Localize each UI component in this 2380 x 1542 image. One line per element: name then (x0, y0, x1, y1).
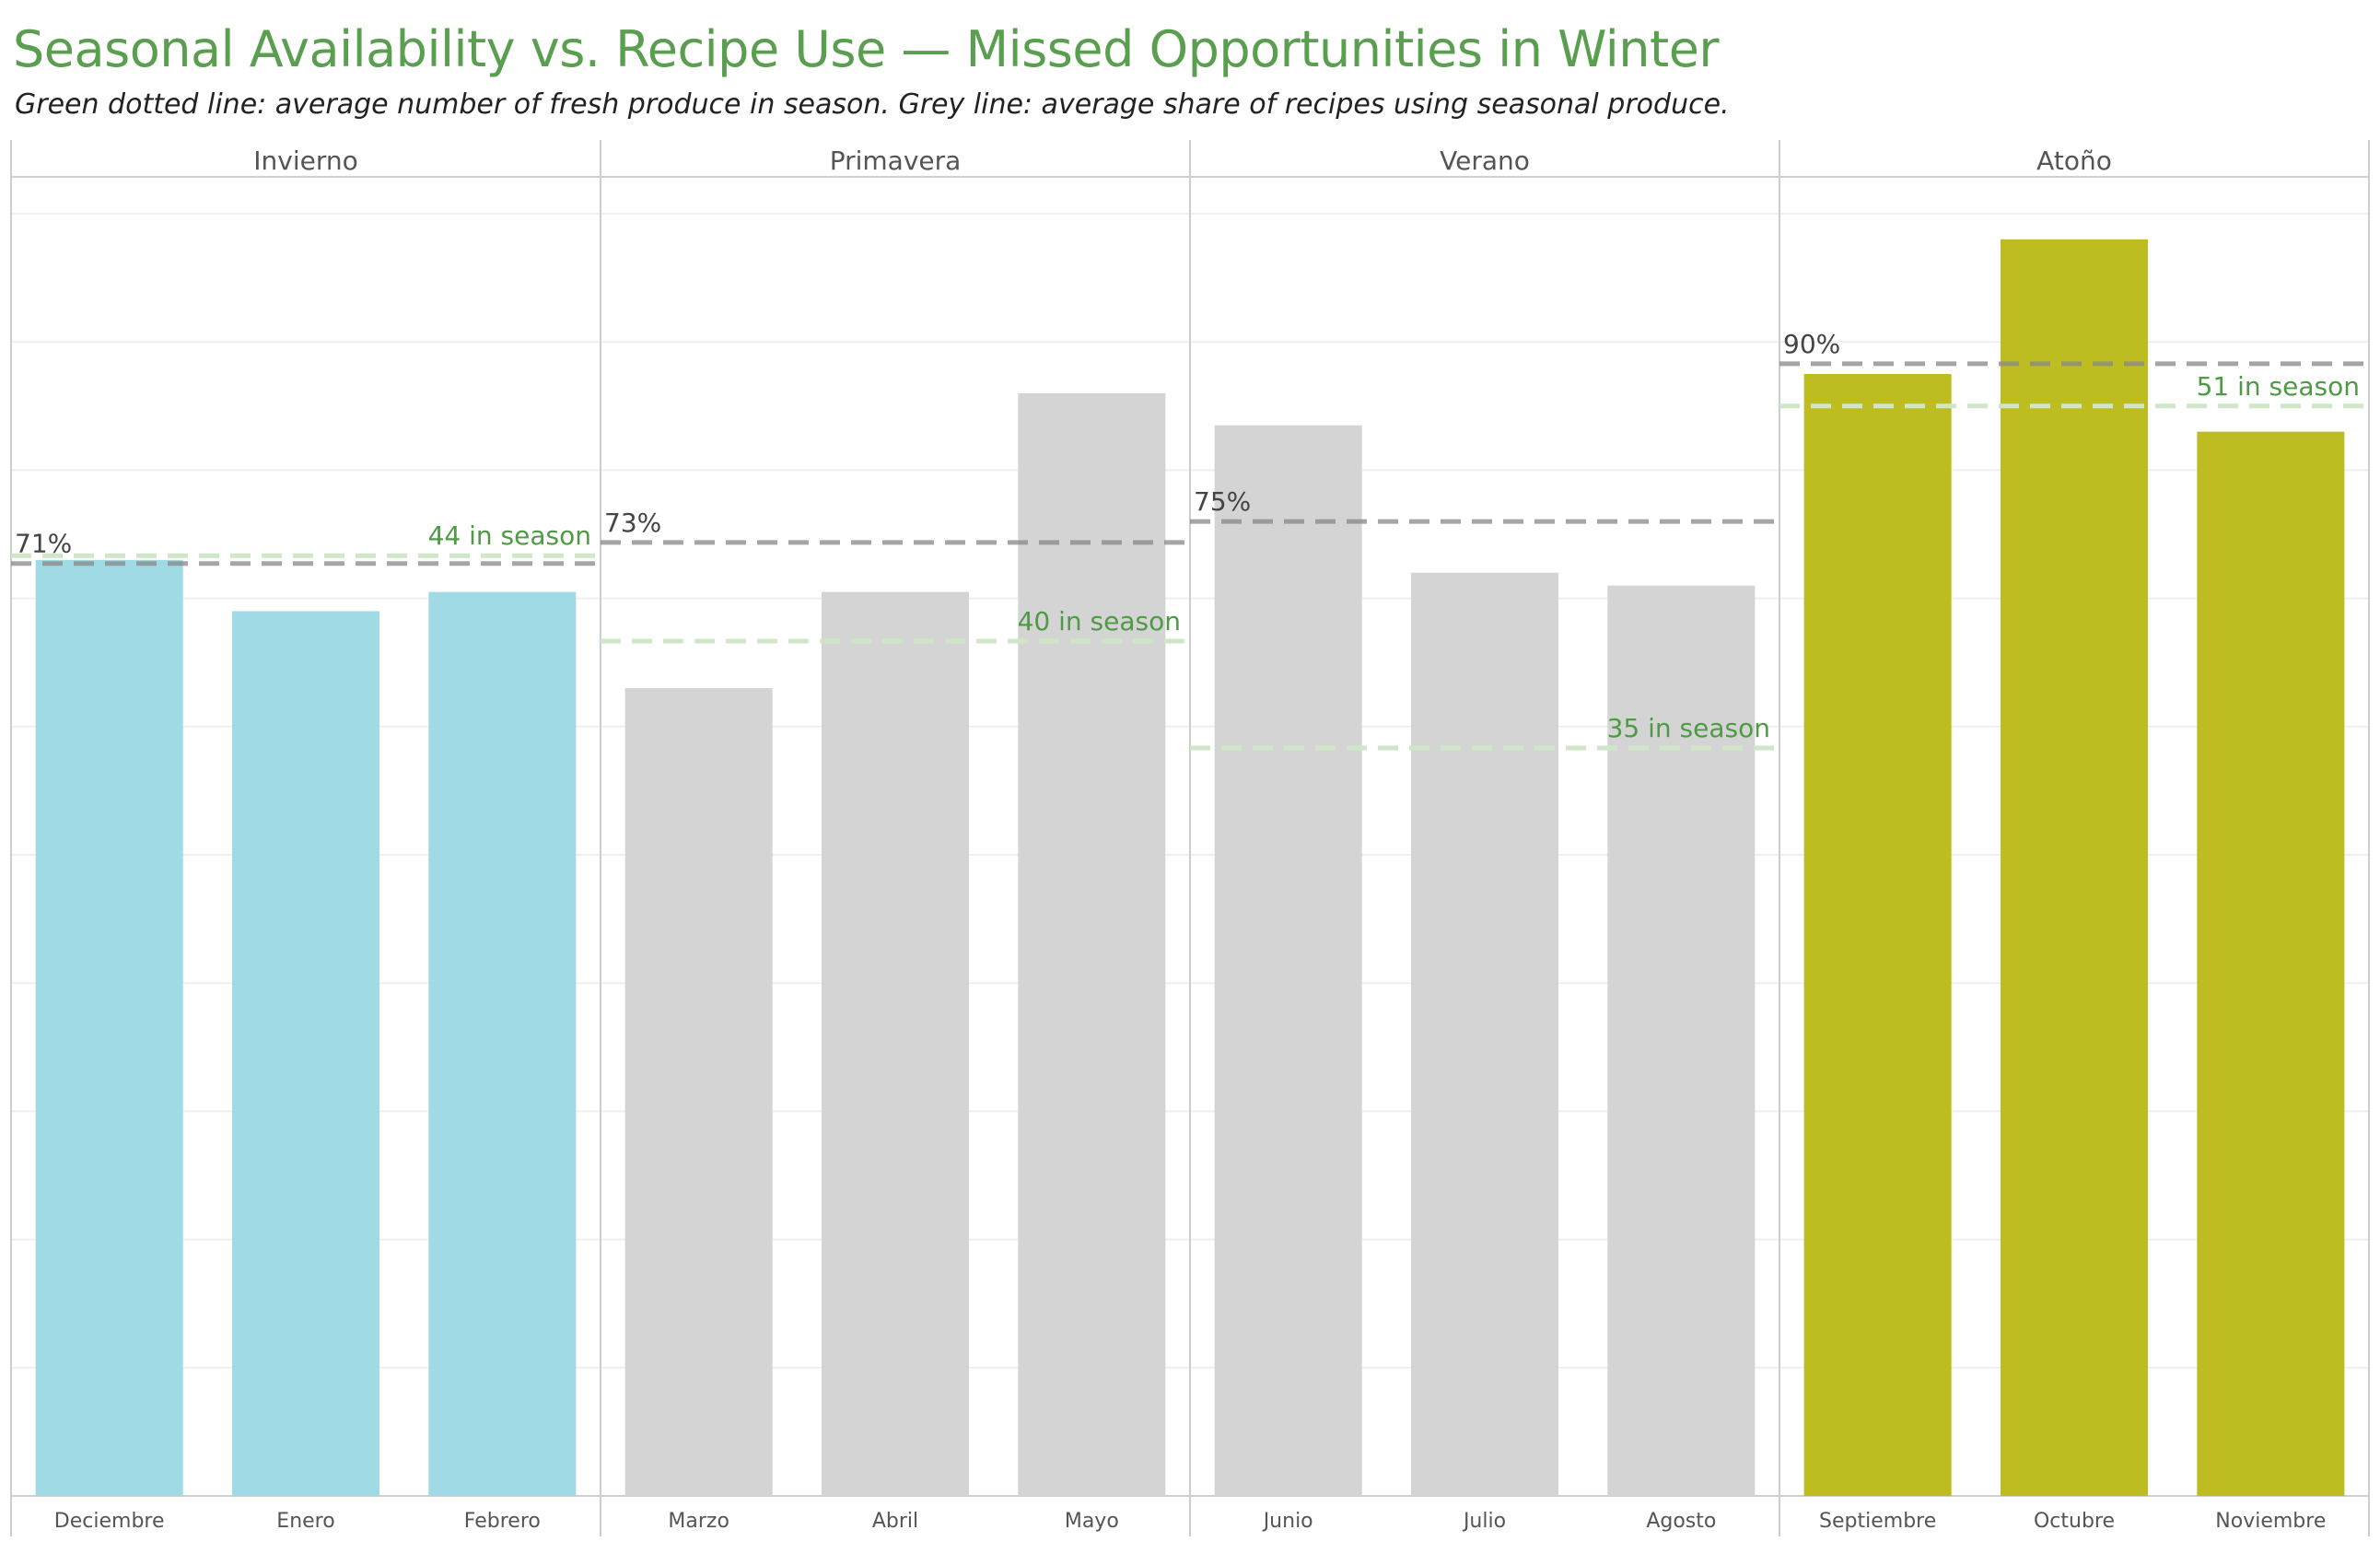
month-label-enero: Enero (276, 1510, 334, 1533)
month-label-septiembre: Septiembre (1819, 1510, 1936, 1533)
month-label-febrero: Febrero (464, 1510, 541, 1533)
month-label-julio: Julio (1462, 1510, 1506, 1533)
bar-septiembre (1803, 374, 1952, 1496)
bar-deciembre (35, 559, 183, 1496)
month-label-abril: Abril (872, 1510, 918, 1533)
chart-title: Seasonal Availability vs. Recipe Use — M… (13, 20, 1720, 78)
avg-produce-label: 35 in season (1607, 713, 1770, 743)
bar-mayo (1018, 392, 1166, 1496)
month-label-deciembre: Deciembre (54, 1510, 165, 1533)
bar-octubre (2001, 239, 2148, 1497)
panel-header-verano: Verano (1440, 146, 1530, 176)
month-label-agosto: Agosto (1646, 1510, 1716, 1533)
avg-share-label: 90% (1783, 329, 1840, 359)
bar-junio (1214, 425, 1362, 1497)
month-label-junio: Junio (1262, 1510, 1313, 1533)
bar-agosto (1607, 585, 1756, 1496)
bar-abril (822, 591, 969, 1496)
bar-noviembre (2197, 431, 2345, 1496)
month-label-mayo: Mayo (1065, 1510, 1119, 1533)
avg-share-label: 75% (1194, 486, 1251, 517)
avg-produce-label: 40 in season (1018, 606, 1181, 637)
avg-share-label: 73% (604, 508, 661, 538)
panel-header-atoño: Atoño (2036, 146, 2112, 176)
panel-header-primavera: Primavera (830, 146, 962, 176)
avg-produce-label: 51 in season (2197, 371, 2360, 402)
avg-share-label: 71% (15, 529, 72, 559)
month-label-marzo: Marzo (668, 1510, 729, 1533)
month-label-noviembre: Noviembre (2215, 1510, 2326, 1533)
bar-febrero (428, 591, 577, 1496)
month-label-octubre: Octubre (2034, 1510, 2115, 1533)
panel-header-invierno: Invierno (253, 146, 357, 176)
bar-julio (1411, 572, 1558, 1496)
bar-enero (232, 611, 379, 1496)
bar-marzo (624, 688, 773, 1496)
chart-subtitle: Green dotted line: average number of fre… (15, 88, 1730, 121)
avg-produce-label: 44 in season (428, 520, 591, 551)
